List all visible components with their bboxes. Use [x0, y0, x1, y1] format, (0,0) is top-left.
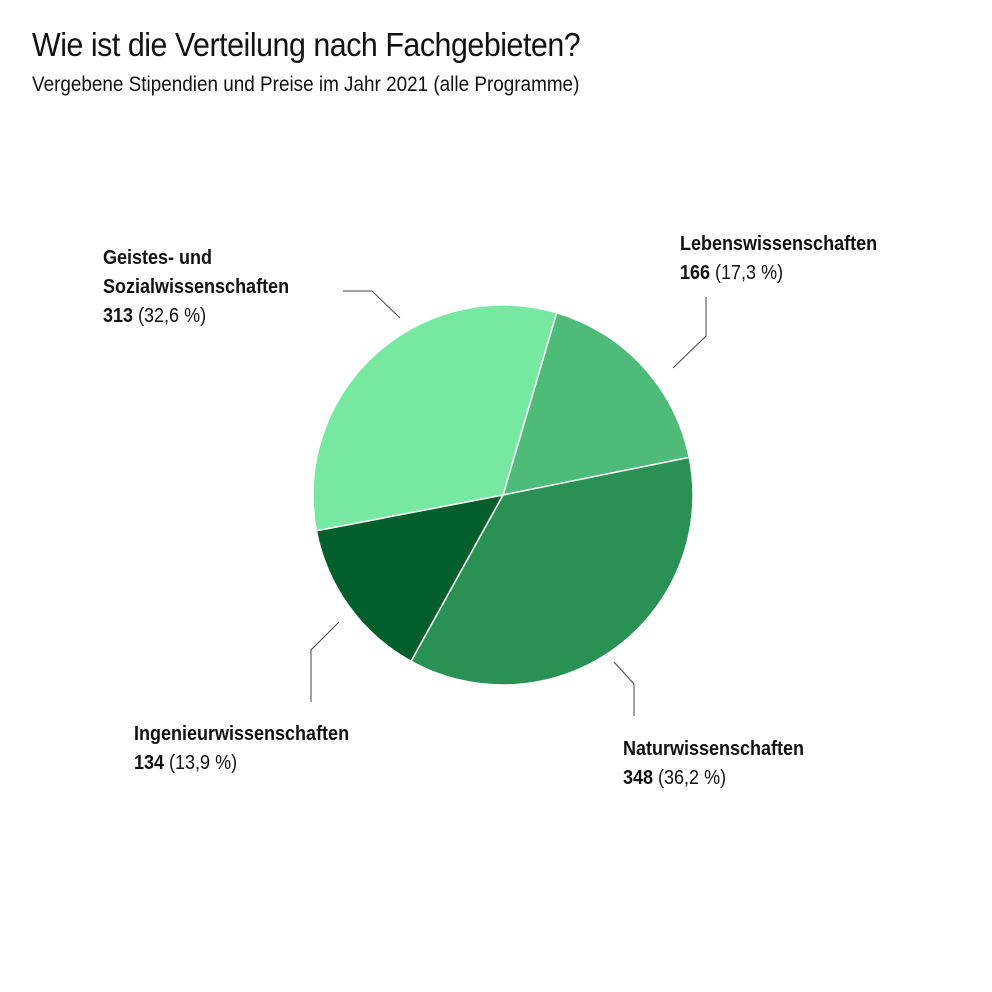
label-geistes-name-2: Sozialwissenschaften: [103, 276, 290, 298]
label-lebens-value: 166: [680, 262, 711, 284]
chart-title: Wie ist die Verteilung nach Fachgebieten…: [32, 26, 581, 63]
label-ingenieur: Ingenieurwissenschaften 134 (13,9 %): [134, 720, 349, 778]
label-natur-value: 348: [623, 767, 654, 789]
label-ingenieur-value: 134: [134, 752, 165, 774]
label-natur-name: Naturwissenschaften: [623, 738, 805, 760]
pie-slice-4: [312, 304, 558, 532]
label-geistes-name-1: Geistes- und: [103, 247, 213, 269]
leader-lines: [310, 290, 707, 716]
pie-slice-1: [501, 311, 691, 496]
label-geistes-pct: (32,6 %): [138, 305, 207, 327]
leader-line-geistes: [343, 290, 401, 319]
label-geistes: Geistes- und Sozialwissenschaften 313 (3…: [103, 244, 289, 331]
label-natur-pct: (36,2 %): [658, 767, 727, 789]
label-ingenieur-name: Ingenieurwissenschaften: [134, 723, 350, 745]
pie-slice-2: [410, 456, 694, 686]
label-ingenieur-pct: (13,9 %): [169, 752, 238, 774]
pie-slice-3: [315, 493, 505, 663]
label-lebens: Lebenswissenschaften 166 (17,3 %): [680, 230, 877, 288]
label-lebens-pct: (17,3 %): [715, 262, 784, 284]
chart-subtitle: Vergebene Stipendien und Preise im Jahr …: [32, 73, 580, 96]
label-natur: Naturwissenschaften 348 (36,2 %): [623, 735, 804, 793]
label-geistes-value: 313: [103, 305, 134, 327]
pie-slices: [312, 304, 694, 686]
leader-line-natur: [613, 661, 635, 716]
leader-line-lebens: [672, 297, 707, 369]
leader-line-ingenieur: [310, 621, 340, 702]
label-lebens-name: Lebenswissenschaften: [680, 233, 878, 255]
